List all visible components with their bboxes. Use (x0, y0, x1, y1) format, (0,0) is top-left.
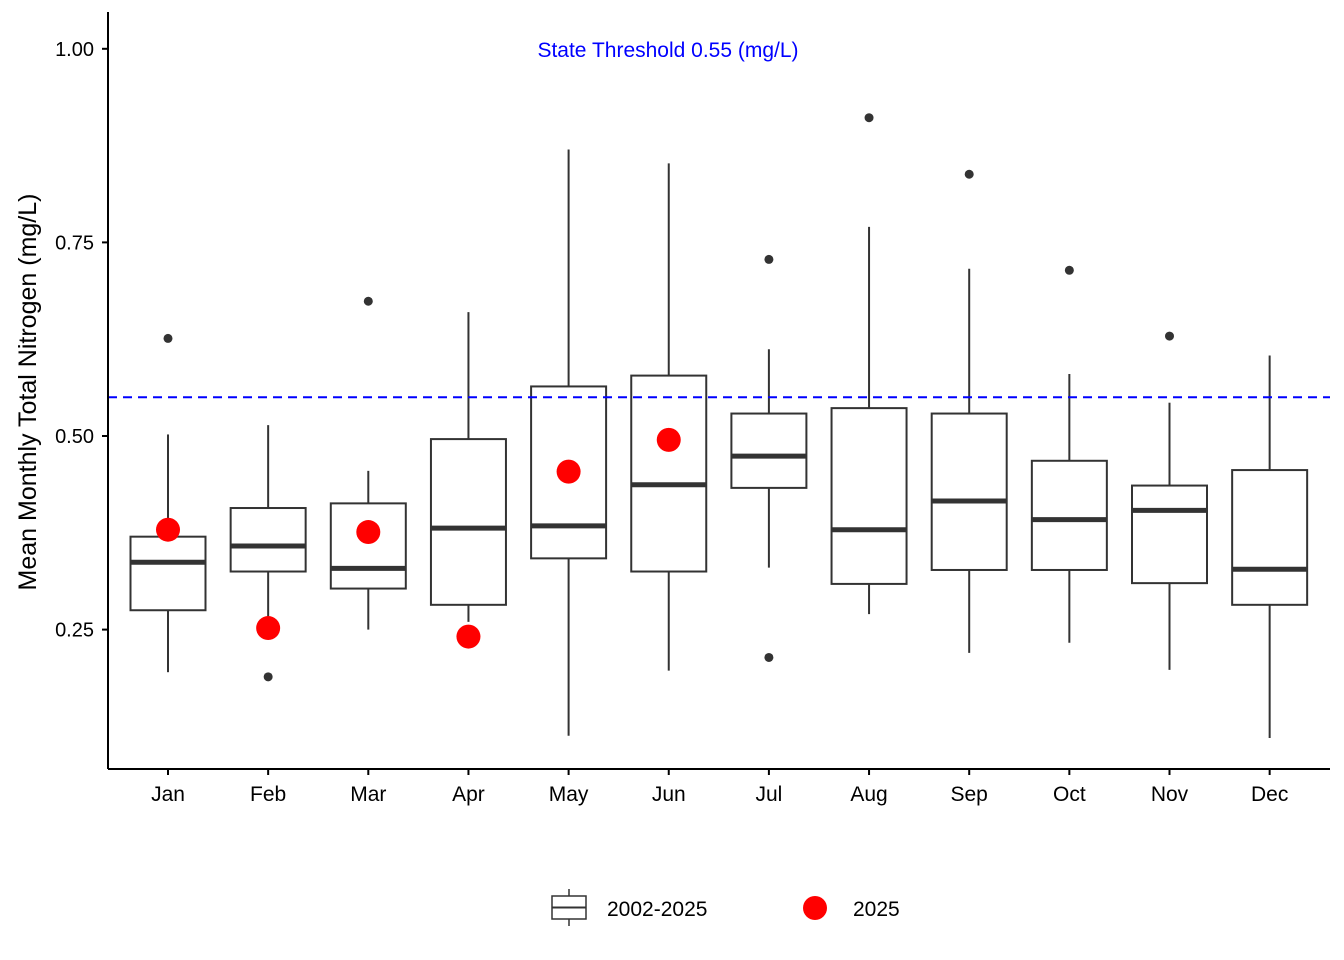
box-iqr (129, 535, 207, 612)
threshold-layer: State Threshold 0.55 (mg/L) (108, 39, 1330, 399)
x-tick-label: Oct (1053, 783, 1086, 806)
x-tick-label: Mar (350, 783, 386, 806)
box-jul (730, 254, 808, 662)
x-tick-label: Aug (850, 783, 887, 806)
x-tick-label: May (549, 783, 589, 806)
legend-point-label: 2025 (853, 898, 900, 921)
point-2025-mar (356, 520, 381, 545)
box-jan (129, 333, 207, 673)
x-tick-label: Sep (951, 783, 988, 806)
x-tick-label: Dec (1251, 783, 1288, 806)
x-tick-label: Jan (151, 783, 185, 806)
y-tick-label: 0.25 (55, 620, 94, 642)
point-2025-jun (656, 427, 681, 452)
points-layer (156, 427, 681, 649)
box-may (530, 149, 608, 736)
x-tick-label: Feb (250, 783, 286, 806)
box-dec (1231, 355, 1309, 739)
box-iqr (329, 502, 407, 590)
box-iqr (830, 407, 908, 585)
axes-layer (107, 12, 1330, 770)
box-iqr (229, 507, 307, 573)
point-2025-feb (256, 616, 281, 641)
outlier-point (764, 254, 774, 264)
outlier-point (864, 113, 874, 123)
y-axis-title: Mean Monthly Total Nitrogen (mg/L) (14, 194, 42, 591)
box-iqr (1231, 469, 1309, 606)
box-iqr (630, 374, 708, 573)
box-iqr (1030, 459, 1108, 571)
x-tick-label: Jul (755, 783, 782, 806)
y-tick-label: 1.00 (55, 39, 94, 61)
x-ticks: Jan Feb Mar Apr May Jun Jul Aug Sep Oct Nov Dec (151, 769, 1288, 806)
legend-box-key (551, 889, 587, 926)
outlier-point (1165, 331, 1174, 341)
outlier-point (263, 672, 273, 682)
box-iqr (429, 438, 507, 606)
point-2025-jan (156, 517, 180, 542)
box-nov (1131, 331, 1208, 670)
box-feb (229, 425, 307, 682)
threshold-label: State Threshold 0.55 (mg/L) (537, 39, 798, 62)
box-iqr (930, 412, 1008, 571)
x-tick-label: Apr (452, 783, 485, 806)
outlier-point (163, 333, 173, 343)
legend: 2002-2025 2025 (551, 889, 900, 926)
box-apr (429, 312, 507, 622)
x-tick-label: Nov (1151, 783, 1189, 806)
outlier-point (363, 296, 373, 306)
outlier-point (1064, 265, 1074, 275)
legend-box-label: 2002-2025 (607, 898, 707, 921)
outlier-point (964, 169, 974, 179)
x-tick-label: Jun (652, 783, 686, 806)
y-ticks: 0.25 0.50 0.75 1.00 (55, 39, 108, 642)
y-tick-label: 0.75 (55, 232, 94, 254)
point-2025-may (556, 459, 581, 484)
box-oct (1030, 265, 1108, 643)
boxes-layer (129, 113, 1309, 739)
outlier-point (764, 652, 774, 662)
legend-point-key (803, 896, 827, 920)
box-jun (630, 163, 708, 671)
box-aug (830, 113, 908, 615)
box-iqr (730, 412, 808, 489)
point-2025-apr (456, 624, 481, 649)
y-tick-label: 0.50 (55, 426, 94, 448)
box-iqr (1131, 484, 1208, 585)
box-sep (930, 169, 1008, 653)
box-mar (329, 296, 407, 630)
